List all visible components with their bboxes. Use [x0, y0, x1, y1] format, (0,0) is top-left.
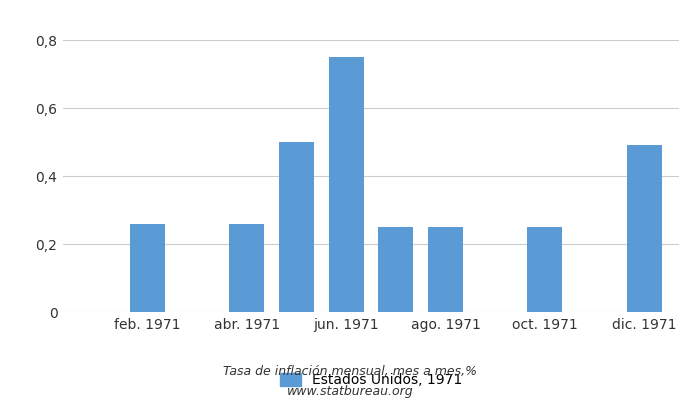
Bar: [329, 57, 363, 312]
Bar: [130, 224, 164, 312]
Bar: [279, 142, 314, 312]
Text: www.statbureau.org: www.statbureau.org: [287, 385, 413, 398]
Bar: [379, 227, 413, 312]
Bar: [626, 146, 662, 312]
Legend: Estados Unidos, 1971: Estados Unidos, 1971: [274, 368, 468, 393]
Bar: [428, 227, 463, 312]
Bar: [528, 227, 562, 312]
Bar: [230, 224, 264, 312]
Text: Tasa de inflación mensual, mes a mes,%: Tasa de inflación mensual, mes a mes,%: [223, 365, 477, 378]
